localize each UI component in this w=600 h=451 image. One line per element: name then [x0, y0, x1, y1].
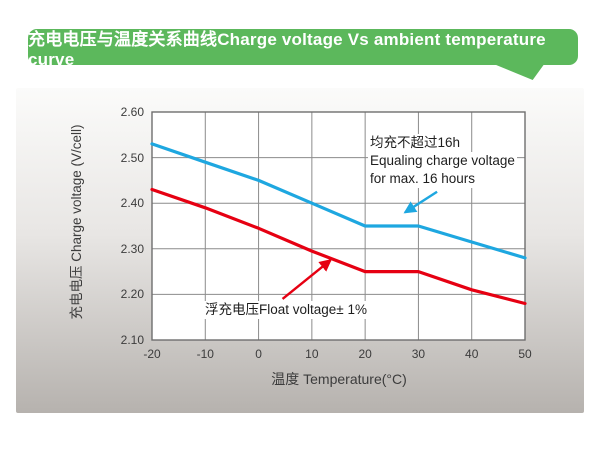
y-tick-label: 2.10	[120, 333, 144, 347]
y-tick-label: 2.60	[120, 105, 144, 119]
y-axis-title: 充电电压 Charge voltage (V/cell)	[69, 124, 84, 320]
x-tick-label: 30	[411, 347, 426, 361]
x-tick-label: 20	[358, 347, 372, 361]
x-tick-label: 50	[518, 347, 532, 361]
annotation-float-line: 浮充电压Float voltage± 1%	[203, 301, 369, 319]
y-tick-label: 2.30	[120, 241, 144, 256]
y-tick-label: 2.40	[120, 196, 144, 211]
annotation-equalize-line-en2: for max. 16 hours	[368, 170, 478, 188]
x-tick-label: -20	[143, 347, 161, 361]
annotation-float: 浮充电压Float voltage± 1%	[203, 301, 369, 319]
y-tick-label: 2.20	[120, 287, 144, 302]
annotation-equalize-line-cn: 均充不超过16h	[368, 134, 463, 152]
x-tick-label: 10	[305, 347, 319, 361]
y-tick-label: 2.50	[120, 150, 144, 165]
x-tick-label: -10	[196, 347, 214, 361]
x-tick-label: 40	[465, 347, 479, 361]
title-banner: 充电电压与温度关系曲线Charge voltage Vs ambient tem…	[28, 29, 578, 69]
page-title: 充电电压与温度关系曲线Charge voltage Vs ambient tem…	[28, 29, 546, 69]
annotation-equalize: 均充不超过16h Equaling charge voltage for max…	[368, 134, 517, 188]
x-axis-title: 温度 Temperature(°C)	[271, 371, 407, 387]
annotation-equalize-line-en1: Equaling charge voltage	[368, 152, 517, 170]
x-tick-label: 0	[255, 347, 262, 361]
